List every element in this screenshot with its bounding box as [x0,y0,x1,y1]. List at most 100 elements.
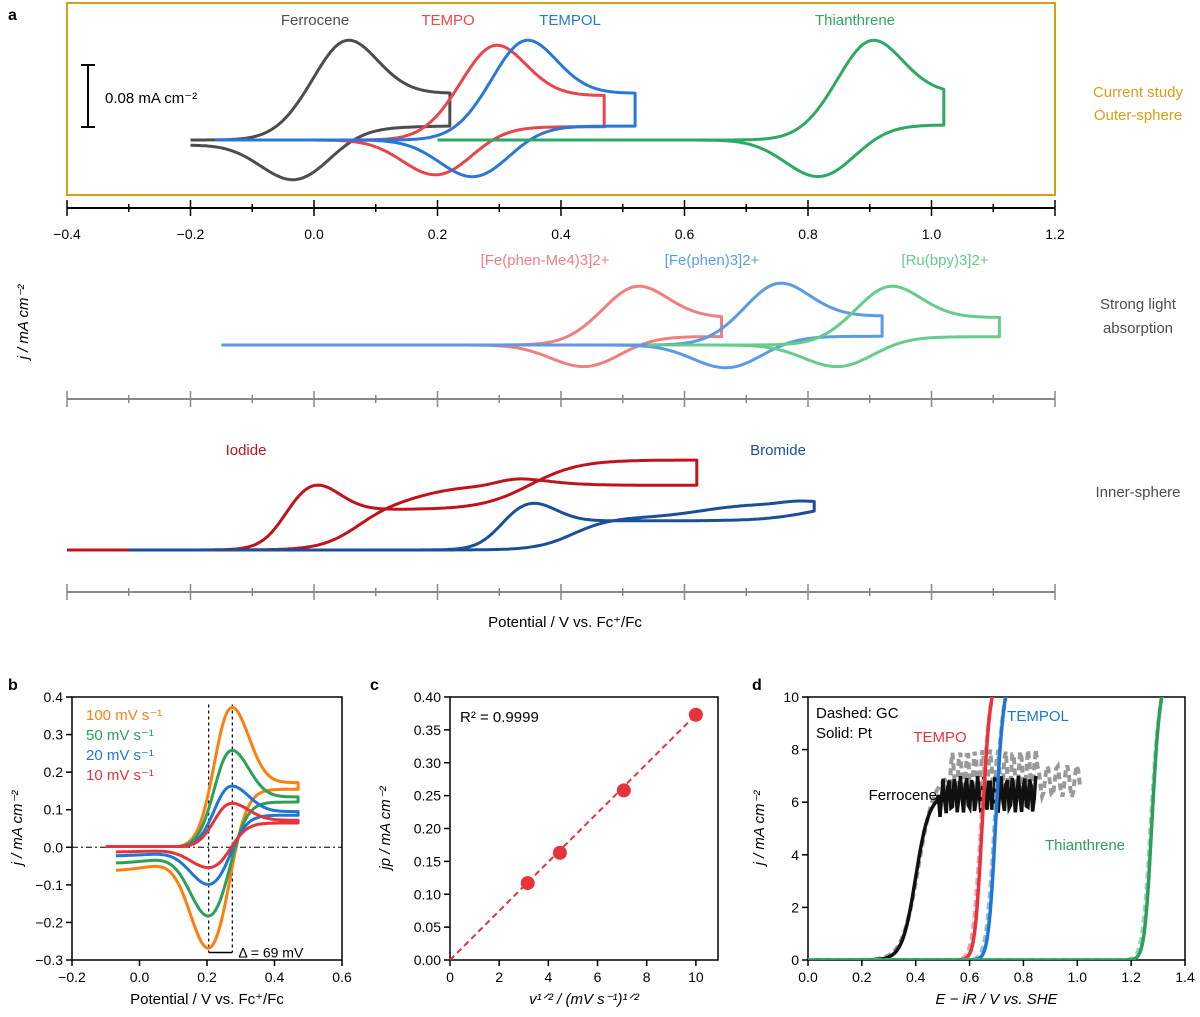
panel-b-legend-50-mv-s: 50 mV s⁻¹ [86,727,154,744]
panel-d-label-ferrocene: Ferrocene [869,787,937,804]
panel-d-xtick-label: 0.8 [1014,969,1034,985]
panel-d: 0.0 0.2 0.4 0.6 0.8 1.0 1.2 1.4 0 2 4 6 8 10 Ferrocene… [751,689,1195,1008]
panel-a-ylabel: j / mA cm⁻² [15,284,32,362]
panel-a-curve-bromide [128,499,816,552]
panel-b-ylabel: j / mA cm⁻² [9,790,26,868]
panel-a-tick-label: 0.0 [304,226,324,242]
panel-a-curve-fe-phen-3-2 [221,281,884,370]
panel-d-ytick-label: 2 [791,899,799,915]
panel-c-ytick-label: 0.05 [414,919,441,935]
scale-bar [81,64,95,128]
panel-c-ytick-label: 0.25 [414,788,441,804]
panel-c-ytick-label: 0.40 [414,689,441,705]
panel-a-row-label: Strong light [1100,296,1177,313]
panel-b-curve-10-mv-s [105,801,300,870]
panel-d-xtick-label: 1.4 [1175,969,1195,985]
panel-d-plot-area [808,697,1164,960]
panel-c-point-1 [520,876,535,891]
panel-d-ylabel: j / mA cm⁻² [751,790,768,868]
panel-label-c: c [370,677,379,694]
panel-d-ytick-label: 6 [791,794,799,810]
panel-label-a: a [8,7,17,24]
panel-a-tick-label: 1.0 [922,226,942,242]
panel-a-label-fe-phen-3-2: [Fe(phen)3]2+ [665,252,760,269]
panel-d-xtick-label: 0.0 [798,969,818,985]
panel-a: −0.4 −0.2 0.0 0.2 0.4 0.6 0.8 1.0 1.2 Current stu… [53,12,1184,600]
panel-c: 0.00 0.05 0.10 0.15 0.20 0.25 0.30 0.35 0.40 0 2 4 6… [377,689,719,1008]
panel-c-xtick-label: 4 [544,969,552,985]
panel-d-label-tempol: TEMPOL [1007,708,1069,725]
panel-a-curve-thianthrene [437,38,946,178]
panel-a-label-tempo: TEMPO [421,12,474,29]
panel-a-label-fe-phen-me4-3-2: [Fe(phen-Me4)3]2+ [481,252,610,269]
panel-b-legend-20-mv-s: 20 mV s⁻¹ [86,747,154,764]
panel-a-label-thianthrene: Thianthrene [815,12,895,29]
panel-a-tick-label: 0.6 [675,226,695,242]
panel-c-fit-line [449,711,700,961]
panel-a-curve-ferrocene [190,38,452,182]
panel-a-tick-label: 0.2 [428,226,448,242]
panel-c-xtick-label: 8 [643,969,651,985]
panel-a-tick-label: 1.2 [1045,226,1065,242]
panel-a-tick-label: −0.4 [53,226,81,242]
panel-a-row-label: Inner-sphere [1095,484,1180,501]
panel-b-xtick-label: 0.6 [332,969,352,985]
panel-a-curve-tempo [221,43,606,177]
panel-a-row-label: Outer-sphere [1094,107,1182,124]
panel-c-ytick-label: 0.30 [414,755,441,771]
panel-c-r2-label: R² = 0.9999 [460,709,539,726]
panel-d-label-thianthrene: Thianthrene [1045,837,1125,854]
panel-label-b: b [8,677,18,694]
panel-b-legend-100-mv-s: 100 mV s⁻¹ [86,707,162,724]
panel-c-xtick-label: 2 [495,969,503,985]
panel-a-tick-label: −0.2 [177,226,205,242]
panel-c-xtick-label: 10 [688,969,704,985]
panel-b-ytick-label: −0.2 [35,914,63,930]
panel-a-label-ru-bpy-3-2: [Ru(bpy)3]2+ [901,252,988,269]
scale-bar-label: 0.08 mA cm⁻² [105,90,197,107]
panel-b: −0.2 0.0 0.2 0.4 0.6−0.3−0.2−0.10.00.10.20.3… [9,689,352,1008]
panel-d-xtick-label: 0.2 [852,969,872,985]
panel-a-row-label: absorption [1103,320,1173,337]
panel-b-xtick-label: −0.2 [58,969,86,985]
panel-b-ytick-label: 0.2 [44,764,64,780]
panel-a-label-iodide: Iodide [226,442,267,459]
panel-c-ytick-label: 0.00 [414,952,441,968]
panel-d-solid-tempol [808,697,1008,960]
panel-d-xtick-label: 1.2 [1121,969,1141,985]
panel-c-plot-frame [449,696,719,961]
panel-a-label-ferrocene: Ferrocene [281,12,349,29]
panel-b-xtick-label: 0.0 [130,969,150,985]
panel-b-xtick-label: 0.4 [265,969,285,985]
panel-c-ylabel: jp / mA cm⁻² [377,785,394,871]
panel-d-legend-1: Dashed: GC [816,705,899,722]
panel-c-ytick-label: 0.20 [414,821,441,837]
panel-b-xlabel: Potential / V vs. Fc⁺/Fc [130,991,284,1008]
panel-b-xtick-label: 0.2 [197,969,217,985]
panel-c-xlabel: v¹ᐟ² / (mV s⁻¹)¹ᐟ² [529,991,640,1008]
panel-b-ytick-label: 0.1 [44,802,64,818]
panel-b-ytick-label: −0.1 [35,877,63,893]
panel-b-legend-10-mv-s: 10 mV s⁻¹ [86,767,154,784]
panel-c-ytick-label: 0.15 [414,853,441,869]
outer-sphere-frame [66,2,1056,196]
panel-a-tick-label: 0.8 [798,226,818,242]
panel-d-ytick-label: 8 [791,742,799,758]
panel-a-tick-label: 0.4 [551,226,571,242]
panel-c-point-3 [616,783,631,798]
panel-a-curve-tempol [215,38,637,179]
panel-a-curve-iodide [67,458,699,552]
panel-a-label-bromide: Bromide [750,442,806,459]
panel-a-xlabel: Potential / V vs. Fc⁺/Fc [488,614,642,631]
panel-a-curve-ru-bpy-3-2 [647,284,1001,369]
panel-d-ytick-label: 4 [791,847,799,863]
panel-d-xlabel: E − iR / V vs. SHE [935,991,1058,1008]
panel-b-ytick-label: 0.0 [44,839,64,855]
panel-d-legend-2: Solid: Pt [816,725,873,742]
panel-c-ytick-label: 0.35 [414,722,441,738]
panel-d-xtick-label: 0.6 [960,969,980,985]
panel-a-row-label: Current study [1093,84,1184,101]
panel-c-point-2 [552,845,567,860]
panel-c-xtick-label: 6 [594,969,602,985]
panel-b-ytick-label: 0.4 [44,689,64,705]
